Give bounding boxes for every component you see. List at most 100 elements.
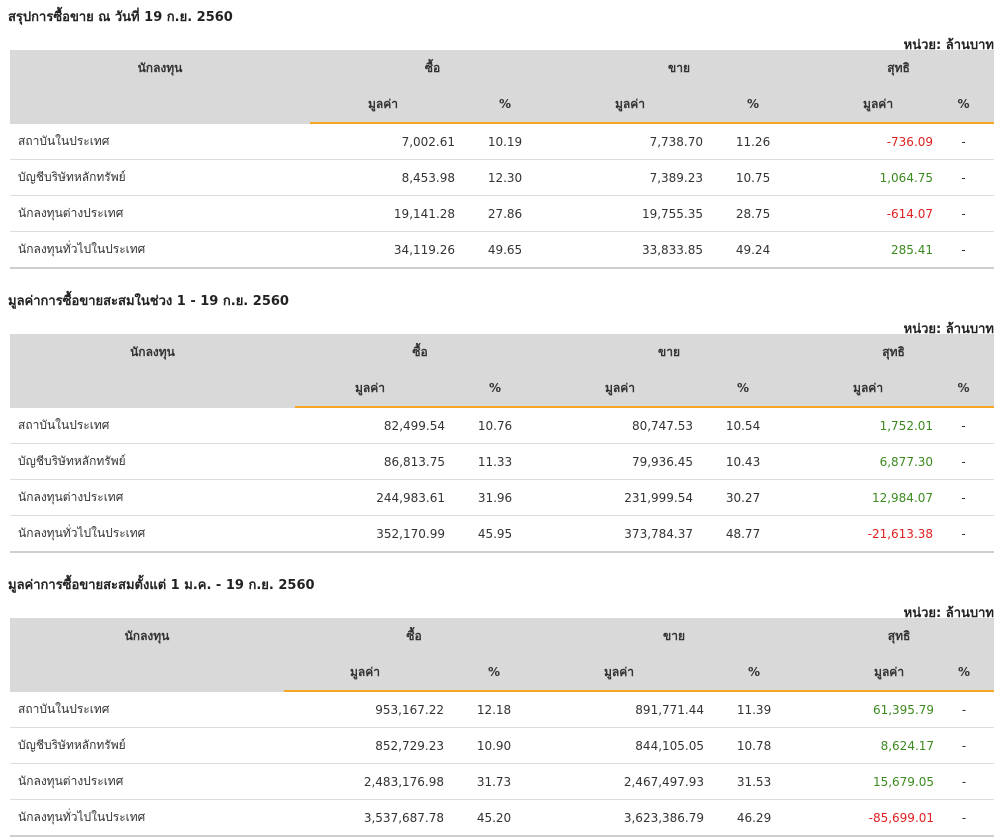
sell-value: 7,389.23 (555, 159, 704, 196)
net-pct: - (933, 159, 995, 196)
header-buy-pct: % (455, 86, 556, 124)
header-net-pct: % (933, 370, 995, 408)
net-pct: - (933, 195, 995, 232)
buy-value: 852,729.23 (284, 727, 444, 764)
header-buy-value: มูลค่า (284, 654, 444, 692)
table-row: นักลงทุนทั่วไปในประเทศ 3,537,687.78 45.2… (10, 799, 995, 837)
investor-name: บัญชีบริษัทหลักทรัพย์ (10, 159, 310, 196)
header-sell: ขาย (545, 334, 794, 370)
header-buy-value: มูลค่า (295, 370, 445, 408)
header-blank (10, 654, 284, 692)
net-value: 12,984.07 (793, 479, 934, 516)
buy-value: 86,813.75 (295, 443, 445, 480)
sell-pct: 10.78 (704, 727, 805, 764)
buy-value: 2,483,176.98 (284, 763, 444, 800)
buy-pct: 12.30 (455, 159, 556, 196)
trading-table: นักลงทุน ซื้อ ขาย สุทธิ มูลค่า % มูลค่า … (10, 618, 995, 837)
sell-value: 79,936.45 (545, 443, 694, 480)
sell-pct: 11.39 (704, 691, 805, 728)
buy-pct: 10.19 (455, 123, 556, 160)
header-investor: นักลงทุน (10, 618, 284, 654)
sell-pct: 10.75 (703, 159, 804, 196)
buy-pct: 12.18 (444, 691, 545, 728)
header-net: สุทธิ (804, 618, 995, 654)
net-value: 61,395.79 (804, 691, 935, 728)
net-value: 15,679.05 (804, 763, 935, 800)
sell-pct: 28.75 (703, 195, 804, 232)
table-row: นักลงทุนทั่วไปในประเทศ 352,170.99 45.95 … (10, 515, 995, 553)
net-pct: - (934, 763, 995, 800)
header-blank (10, 370, 295, 408)
buy-pct: 45.95 (445, 515, 546, 553)
header-net: สุทธิ (803, 50, 995, 86)
buy-value: 7,002.61 (310, 123, 455, 160)
buy-value: 244,983.61 (295, 479, 445, 516)
header-net-value: มูลค่า (793, 370, 934, 408)
header-net-value: มูลค่า (803, 86, 934, 124)
summary-section-ytd: มูลค่าการซื้อขายสะสมตั้งแต่ 1 ม.ค. - 19 … (8, 574, 995, 838)
table-row: นักลงทุนต่างประเทศ 2,483,176.98 31.73 2,… (10, 763, 995, 800)
net-value: -614.07 (803, 195, 934, 232)
net-pct: - (934, 799, 995, 837)
buy-value: 3,537,687.78 (284, 799, 444, 837)
investor-name: นักลงทุนต่างประเทศ (10, 195, 310, 232)
buy-value: 82,499.54 (295, 407, 445, 444)
header-sell-value: มูลค่า (545, 370, 694, 408)
buy-value: 8,453.98 (310, 159, 455, 196)
investor-name: นักลงทุนทั่วไปในประเทศ (10, 515, 295, 553)
header-buy: ซื้อ (295, 334, 546, 370)
net-value: 6,877.30 (793, 443, 934, 480)
sell-pct: 48.77 (693, 515, 794, 553)
buy-value: 953,167.22 (284, 691, 444, 728)
buy-pct: 11.33 (445, 443, 546, 480)
trading-table: นักลงทุน ซื้อ ขาย สุทธิ มูลค่า % มูลค่า … (10, 50, 995, 269)
sell-pct: 49.24 (703, 231, 804, 269)
buy-pct: 49.65 (455, 231, 556, 269)
header-buy: ซื้อ (284, 618, 545, 654)
sell-value: 231,999.54 (545, 479, 694, 516)
section-title: มูลค่าการซื้อขายสะสมในช่วง 1 - 19 ก.ย. 2… (8, 294, 289, 309)
table-row: สถาบันในประเทศ 953,167.22 12.18 891,771.… (10, 691, 995, 728)
unit-label: หน่วย: ล้านบาท (903, 38, 994, 53)
section-title: มูลค่าการซื้อขายสะสมตั้งแต่ 1 ม.ค. - 19 … (8, 578, 315, 593)
table-row: บัญชีบริษัทหลักทรัพย์ 852,729.23 10.90 8… (10, 727, 995, 764)
investor-name: บัญชีบริษัทหลักทรัพย์ (10, 443, 295, 480)
investor-name: นักลงทุนต่างประเทศ (10, 479, 295, 516)
net-pct: - (933, 515, 995, 553)
sell-pct: 10.54 (693, 407, 794, 444)
header-investor: นักลงทุน (10, 50, 310, 86)
net-value: -85,699.01 (804, 799, 935, 837)
header-sell: ขาย (555, 50, 804, 86)
net-pct: - (933, 231, 995, 269)
investor-name: สถาบันในประเทศ (10, 691, 284, 728)
table-row: นักลงทุนทั่วไปในประเทศ 34,119.26 49.65 3… (10, 231, 995, 269)
header-net-pct: % (934, 654, 995, 692)
net-pct: - (934, 727, 995, 764)
sell-value: 844,105.05 (544, 727, 705, 764)
summary-section-daily: สรุปการซื้อขาย ณ วันที่ 19 ก.ย. 2560 หน่… (8, 6, 995, 270)
buy-pct: 27.86 (455, 195, 556, 232)
header-buy-value: มูลค่า (310, 86, 455, 124)
sell-value: 33,833.85 (555, 231, 704, 269)
investor-name: นักลงทุนทั่วไปในประเทศ (10, 799, 284, 837)
header-sell-value: มูลค่า (555, 86, 704, 124)
sell-value: 3,623,386.79 (544, 799, 705, 837)
net-value: 1,752.01 (793, 407, 934, 444)
buy-value: 34,119.26 (310, 231, 455, 269)
buy-pct: 45.20 (444, 799, 545, 837)
trading-table: นักลงทุน ซื้อ ขาย สุทธิ มูลค่า % มูลค่า … (10, 334, 995, 553)
sell-value: 7,738.70 (555, 123, 704, 160)
header-sell: ขาย (544, 618, 805, 654)
net-pct: - (934, 691, 995, 728)
net-value: 8,624.17 (804, 727, 935, 764)
buy-pct: 31.96 (445, 479, 546, 516)
header-blank (10, 86, 310, 124)
unit-label: หน่วย: ล้านบาท (903, 322, 994, 337)
net-value: -736.09 (803, 123, 934, 160)
sell-value: 891,771.44 (544, 691, 705, 728)
table-row: นักลงทุนต่างประเทศ 19,141.28 27.86 19,75… (10, 195, 995, 232)
header-buy: ซื้อ (310, 50, 556, 86)
table-row: สถาบันในประเทศ 82,499.54 10.76 80,747.53… (10, 407, 995, 444)
buy-value: 352,170.99 (295, 515, 445, 553)
sell-pct: 30.27 (693, 479, 794, 516)
